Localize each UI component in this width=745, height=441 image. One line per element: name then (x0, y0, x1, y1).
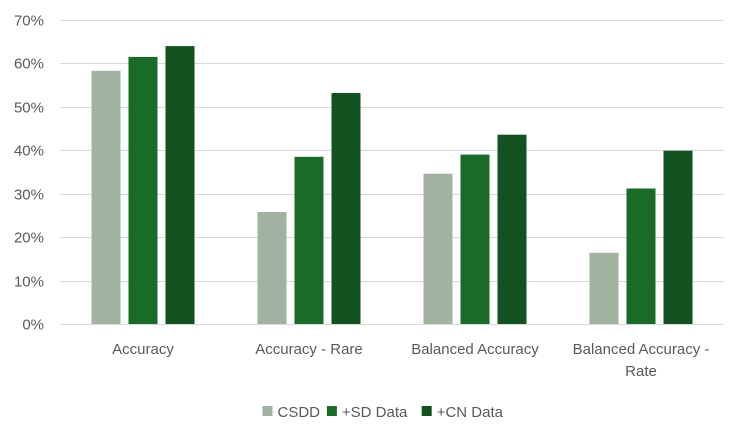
bar (423, 173, 453, 324)
x-category-label: Balanced Accuracy (411, 341, 539, 358)
legend: CSDD +SD Data +CN Data (262, 404, 504, 421)
bar (626, 188, 656, 324)
y-axis-tick-labels: 0% 10% 20% 30% 40% 50% 60% 70% (14, 13, 44, 334)
legend-swatch (326, 406, 337, 416)
gridlines (60, 20, 724, 325)
bars (91, 46, 693, 325)
bar (257, 212, 287, 324)
legend-label: +SD Data (342, 404, 408, 421)
y-tick-label: 70% (14, 13, 44, 30)
x-category-label: Rate (625, 363, 657, 380)
y-tick-label: 40% (14, 143, 44, 160)
bar (165, 46, 195, 324)
bar (331, 93, 361, 324)
x-axis-category-labels: Accuracy Accuracy - Rare Balanced Accuracy… (112, 341, 709, 380)
y-tick-label: 30% (14, 187, 44, 204)
legend-swatch (421, 406, 432, 416)
bar (294, 156, 324, 324)
y-tick-label: 50% (14, 100, 44, 117)
legend-label: CSDD (278, 404, 321, 421)
y-tick-label: 10% (14, 274, 44, 291)
y-tick-label: 0% (22, 317, 44, 334)
bar (128, 56, 158, 325)
legend-label: +CN Data (437, 404, 504, 421)
y-tick-label: 60% (14, 56, 44, 73)
y-tick-label: 20% (14, 230, 44, 247)
bar (589, 252, 619, 324)
bar (497, 134, 527, 324)
x-category-label: Accuracy - Rare (255, 341, 363, 358)
x-category-label: Accuracy (112, 341, 174, 358)
bar (663, 150, 693, 324)
bar (91, 70, 121, 324)
legend-swatch (262, 406, 273, 416)
x-category-label: Balanced Accuracy - (573, 341, 710, 358)
bar (460, 154, 490, 324)
